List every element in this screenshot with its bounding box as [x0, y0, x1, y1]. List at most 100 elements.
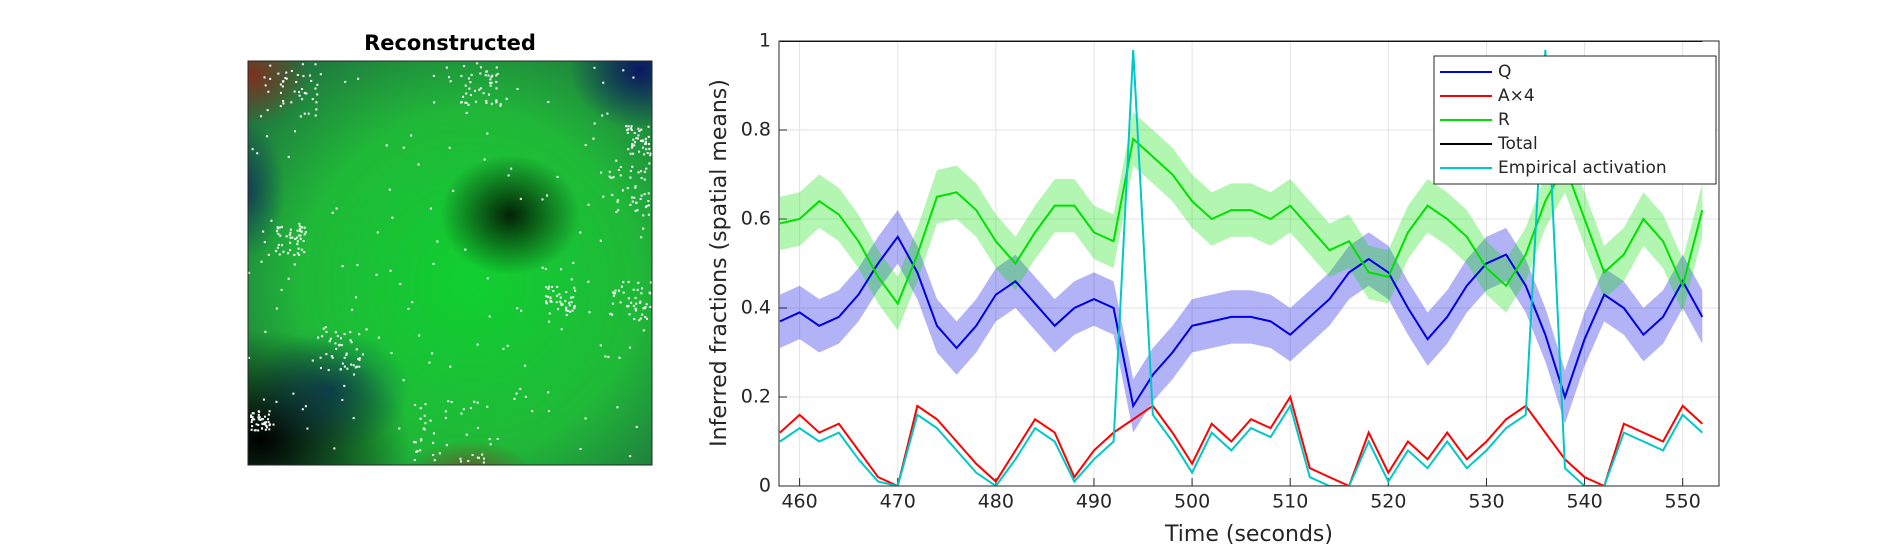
- spike-dot: [269, 64, 272, 67]
- spike-dot: [634, 185, 637, 188]
- spike-dot: [299, 234, 302, 237]
- spike-dot: [631, 143, 634, 146]
- spike-dot: [250, 415, 253, 418]
- spike-dot: [299, 230, 302, 233]
- spike-dot: [496, 72, 499, 75]
- spike-dot: [303, 233, 306, 236]
- spike-dot: [551, 285, 554, 288]
- spike-dot: [647, 143, 650, 146]
- spike-dot: [267, 413, 270, 416]
- spike-dot: [632, 76, 635, 79]
- spike-dot: [299, 228, 302, 231]
- spike-dot: [587, 280, 590, 283]
- spike-dot: [287, 252, 290, 255]
- spike-dot: [649, 152, 652, 155]
- spike-dot: [479, 72, 482, 75]
- spike-dot: [489, 84, 492, 87]
- spike-dot: [264, 428, 267, 431]
- spike-dot: [251, 425, 254, 428]
- spike-dot: [643, 178, 646, 181]
- spike-dot: [275, 307, 278, 310]
- spike-dot: [569, 310, 572, 313]
- spike-dot: [327, 369, 330, 372]
- spike-dot: [415, 450, 418, 453]
- spike-dot: [398, 427, 401, 430]
- spike-dot: [267, 418, 270, 421]
- spike-dot: [339, 337, 342, 340]
- spike-dot: [516, 87, 519, 90]
- spike-dot: [296, 73, 299, 76]
- spike-dot: [629, 455, 632, 458]
- spike-dot: [438, 452, 441, 455]
- spike-dot: [479, 66, 482, 69]
- series-line: [779, 394, 1703, 486]
- spike-dot: [262, 230, 265, 233]
- spike-dot: [460, 74, 463, 77]
- spike-dot: [334, 342, 337, 345]
- spike-dot: [356, 264, 359, 267]
- spike-dot: [481, 453, 484, 456]
- spike-dot: [637, 281, 640, 284]
- spike-dot: [423, 414, 426, 417]
- spike-dot: [587, 203, 590, 206]
- spike-dot: [321, 335, 324, 338]
- spike-dot: [649, 292, 652, 295]
- spike-dot: [645, 148, 648, 151]
- spike-dot: [447, 479, 449, 481]
- spike-dot: [545, 295, 548, 298]
- spike-dot: [629, 346, 632, 349]
- spike-dot: [262, 398, 265, 401]
- spike-dot: [616, 406, 619, 409]
- spike-dot: [285, 235, 288, 238]
- spike-dot: [289, 249, 292, 252]
- spike-dot: [633, 196, 636, 199]
- spike-dot: [261, 422, 264, 425]
- spike-dot: [296, 240, 299, 243]
- spike-dot: [478, 88, 481, 91]
- spike-dot: [565, 309, 568, 312]
- spike-dot: [574, 289, 577, 292]
- spike-dot: [419, 407, 422, 410]
- spike-dot: [638, 319, 641, 322]
- spike-dot: [600, 171, 603, 174]
- spike-dot: [344, 80, 347, 83]
- spike-dot: [280, 288, 283, 291]
- spike-dot: [647, 192, 650, 195]
- spike-dot: [641, 139, 644, 142]
- spike-dot: [416, 450, 419, 453]
- spike-dot: [260, 115, 263, 118]
- spike-dot: [410, 134, 413, 137]
- spike-dot: [265, 424, 268, 427]
- spike-dot: [635, 201, 638, 204]
- spike-dot: [310, 79, 313, 82]
- spike-dot: [637, 127, 640, 130]
- spike-dot: [267, 421, 270, 424]
- x-tick-label: 500: [1174, 491, 1210, 513]
- spike-dot: [584, 417, 587, 420]
- spike-dot: [343, 384, 346, 387]
- spike-dot: [638, 150, 641, 153]
- spike-dot: [639, 197, 642, 200]
- spike-dot: [449, 365, 452, 368]
- spike-dot: [296, 243, 299, 246]
- spike-dot: [548, 285, 551, 288]
- spike-dot: [303, 112, 306, 115]
- spike-dot: [611, 313, 614, 316]
- spike-dot: [547, 410, 550, 413]
- spike-dot: [357, 357, 360, 360]
- spike-dot: [269, 423, 272, 426]
- spike-dot: [433, 101, 436, 104]
- spike-dot: [515, 392, 518, 395]
- spike-dot: [631, 196, 634, 199]
- spike-dot: [414, 441, 417, 444]
- spike-dot: [632, 304, 635, 307]
- spike-dot: [254, 429, 257, 432]
- spike-dot: [255, 423, 258, 426]
- spike-dot: [607, 355, 610, 358]
- spike-dot: [459, 457, 462, 460]
- spike-dot: [413, 441, 416, 444]
- spike-dot: [520, 309, 523, 312]
- spike-dot: [263, 76, 266, 79]
- spike-dot: [636, 137, 639, 140]
- spike-dot: [349, 339, 352, 342]
